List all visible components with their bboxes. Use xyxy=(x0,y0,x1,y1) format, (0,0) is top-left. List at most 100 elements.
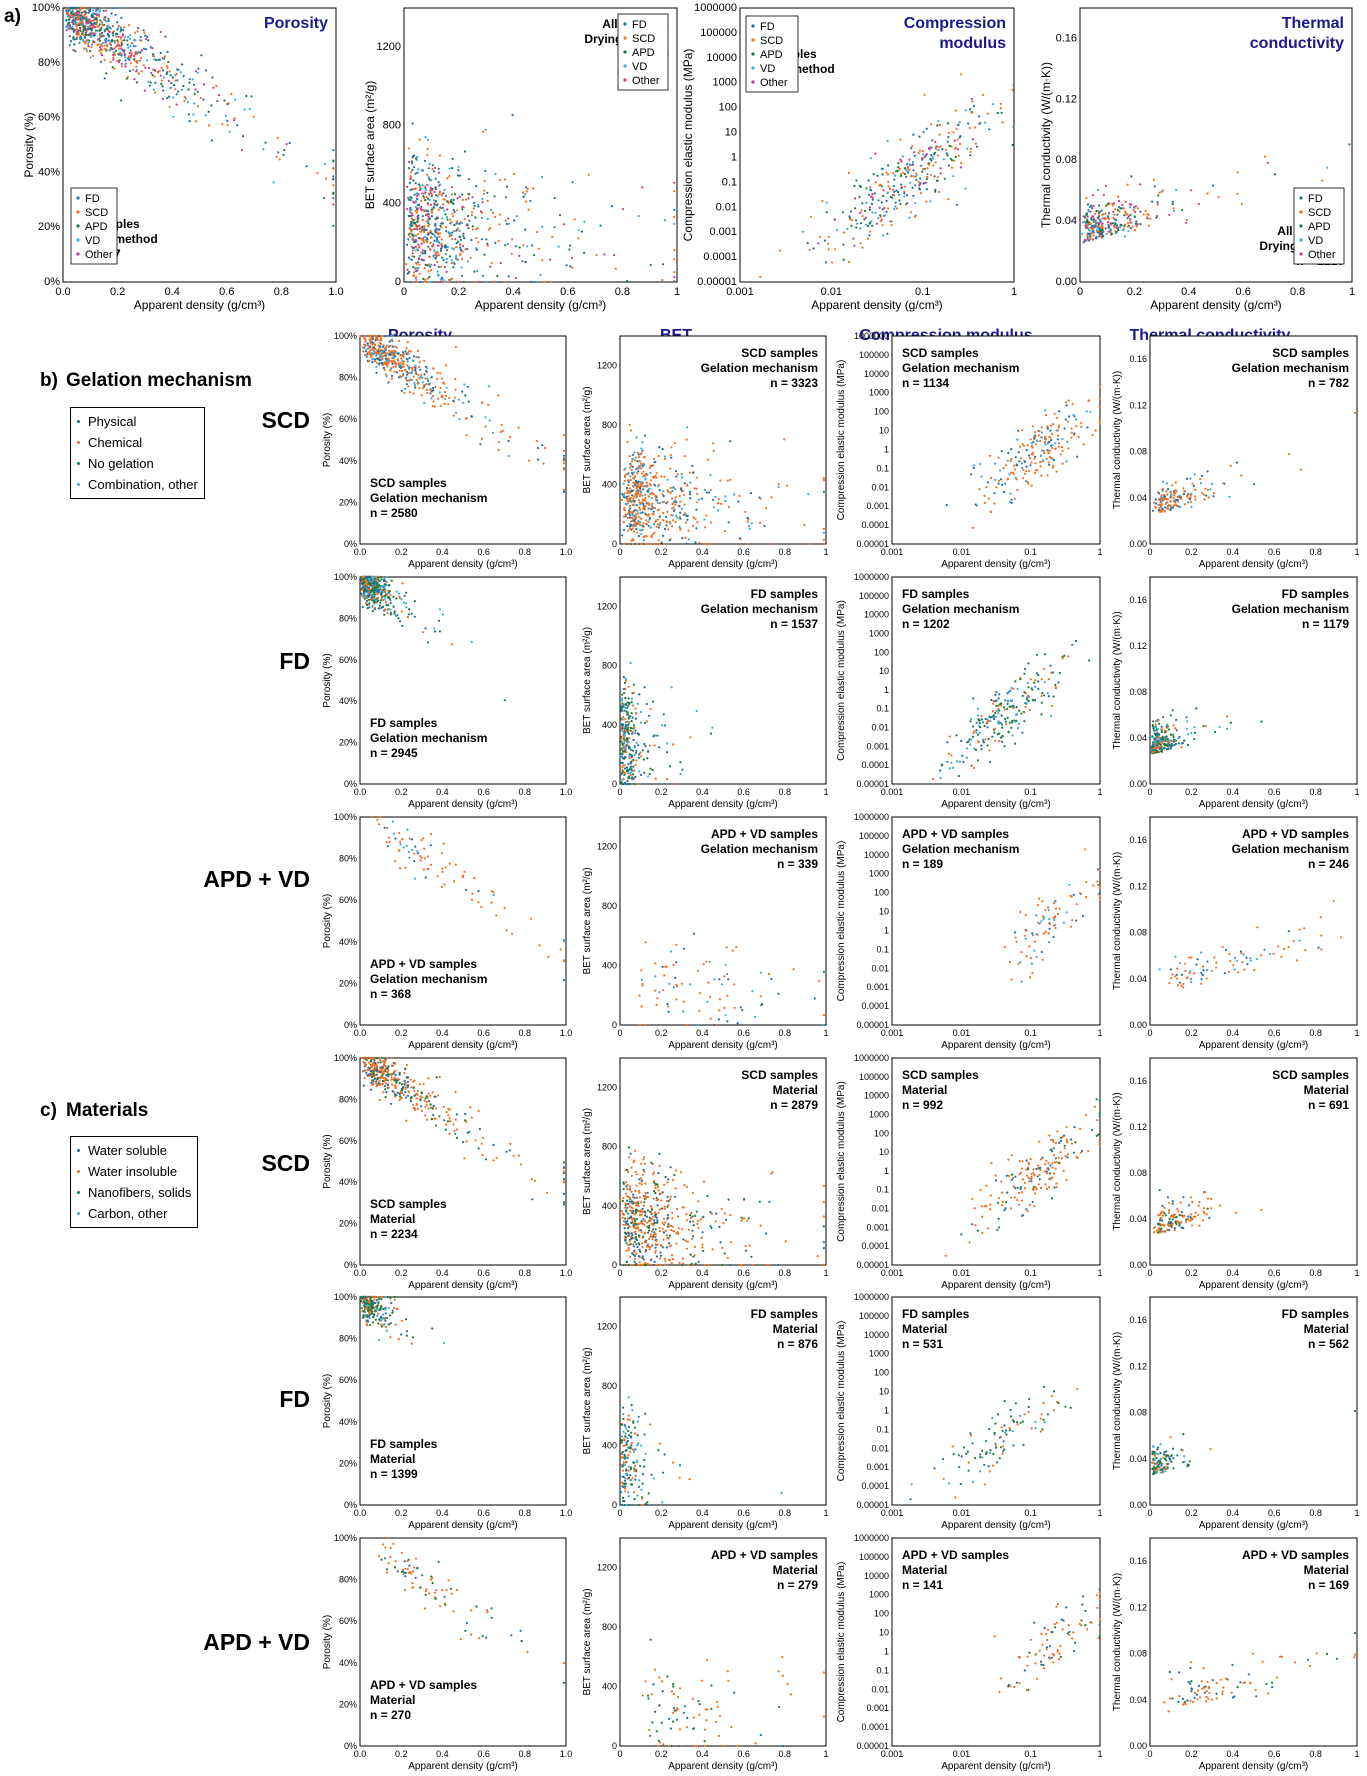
data-point xyxy=(657,539,660,542)
data-point xyxy=(863,209,867,213)
data-point xyxy=(953,139,956,142)
x-tick-label: 0.6 xyxy=(477,547,490,557)
data-point xyxy=(1299,468,1302,471)
data-point xyxy=(1110,232,1114,236)
data-point xyxy=(1045,413,1048,417)
data-point xyxy=(144,66,147,69)
data-point xyxy=(426,377,429,380)
data-point xyxy=(695,709,698,713)
data-point xyxy=(426,138,430,141)
data-point xyxy=(245,94,248,98)
data-point xyxy=(98,39,102,43)
data-point xyxy=(679,511,682,514)
data-point xyxy=(738,494,741,498)
data-point xyxy=(1115,219,1118,222)
data-point xyxy=(595,254,598,257)
data-point xyxy=(1091,215,1094,218)
data-point xyxy=(680,476,684,479)
data-point xyxy=(915,172,918,175)
data-point xyxy=(668,765,672,768)
data-point xyxy=(132,68,135,71)
data-point xyxy=(416,211,419,214)
data-point xyxy=(1008,473,1011,476)
data-point xyxy=(1202,493,1205,496)
y-tick-label: 1 xyxy=(884,444,889,454)
data-point xyxy=(1044,440,1047,443)
data-point xyxy=(541,259,544,262)
data-point xyxy=(443,209,446,212)
data-point xyxy=(405,376,408,379)
data-point xyxy=(432,367,435,370)
data-point xyxy=(1044,443,1047,446)
data-point xyxy=(450,221,453,224)
data-point xyxy=(1086,238,1089,241)
data-point xyxy=(1191,482,1194,485)
data-point xyxy=(1166,493,1169,496)
data-point xyxy=(410,258,413,261)
data-point xyxy=(1129,227,1132,230)
y-tick-label: 1 xyxy=(731,151,737,163)
y-tick-label: 0.04 xyxy=(1056,215,1077,227)
data-point xyxy=(1051,446,1054,450)
y-tick-label: 1200 xyxy=(597,361,617,371)
y-tick-label: 40% xyxy=(339,696,357,706)
data-point xyxy=(461,208,464,211)
data-point xyxy=(437,181,440,184)
data-point xyxy=(892,172,895,175)
data-point xyxy=(841,211,845,214)
y-tick-label: 100 xyxy=(874,407,889,417)
y-axis-label: Thermal conductivity (W/(m·K)) xyxy=(1039,62,1053,228)
legend-label: SCD xyxy=(1308,207,1331,219)
data-point xyxy=(67,18,70,21)
data-point xyxy=(662,490,665,493)
data-point xyxy=(917,180,920,183)
data-point xyxy=(1182,487,1185,490)
data-point xyxy=(463,237,466,240)
data-point xyxy=(400,610,404,613)
data-point xyxy=(1185,221,1188,224)
data-point xyxy=(508,222,511,225)
data-point xyxy=(223,99,226,102)
data-point xyxy=(692,542,695,546)
data-point xyxy=(196,90,199,93)
data-point xyxy=(1101,217,1104,220)
data-point xyxy=(899,202,902,206)
data-point xyxy=(121,39,124,42)
data-point xyxy=(110,12,113,15)
data-point xyxy=(1086,233,1089,237)
data-point xyxy=(1098,397,1101,400)
data-point xyxy=(380,349,383,352)
data-point xyxy=(995,715,998,719)
data-point xyxy=(435,217,438,220)
data-point xyxy=(1136,207,1139,210)
data-point xyxy=(454,238,457,241)
data-point xyxy=(993,492,996,495)
section-c-label: c) xyxy=(40,1100,57,1121)
data-point xyxy=(430,179,433,182)
data-point xyxy=(703,518,706,521)
data-point xyxy=(1211,482,1214,485)
data-point xyxy=(98,15,101,18)
data-point xyxy=(911,145,914,148)
data-point xyxy=(786,484,789,487)
data-point xyxy=(720,502,723,505)
data-point xyxy=(380,352,383,355)
data-point xyxy=(457,169,460,172)
data-point xyxy=(426,264,429,267)
chart-panel: 0.000.040.080.120.160 0.2 0.4 0.6 0.8 1Appare… xyxy=(1039,7,1355,312)
data-point xyxy=(381,334,384,338)
data-point xyxy=(123,54,126,57)
data-point xyxy=(1013,468,1017,471)
data-point xyxy=(391,349,394,353)
data-point xyxy=(121,65,124,68)
data-point xyxy=(474,247,478,250)
data-point xyxy=(621,727,624,730)
data-point xyxy=(686,514,689,518)
data-point xyxy=(409,199,412,202)
data-point xyxy=(423,359,426,362)
data-point xyxy=(978,488,981,491)
data-point xyxy=(738,537,742,540)
data-point xyxy=(621,778,624,781)
x-tick-label: 0.2 xyxy=(110,286,125,298)
data-point xyxy=(652,513,655,516)
